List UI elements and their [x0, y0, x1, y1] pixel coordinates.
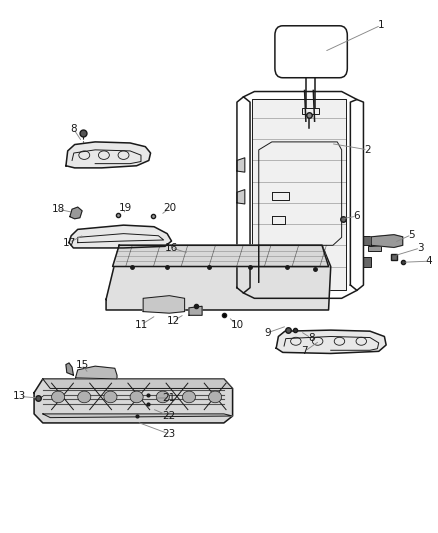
Ellipse shape	[51, 391, 64, 403]
Polygon shape	[34, 379, 232, 423]
Polygon shape	[237, 190, 244, 204]
Text: 16: 16	[165, 243, 178, 253]
Polygon shape	[276, 330, 385, 353]
Bar	[301, 108, 318, 114]
Text: 20: 20	[162, 203, 176, 213]
Text: 3: 3	[416, 243, 423, 253]
Polygon shape	[252, 100, 345, 290]
Polygon shape	[69, 225, 171, 248]
Text: 5: 5	[407, 230, 414, 240]
Text: 6: 6	[353, 211, 360, 221]
Text: 11: 11	[134, 320, 147, 330]
Polygon shape	[70, 207, 82, 219]
Text: 10: 10	[230, 320, 243, 330]
Ellipse shape	[130, 391, 143, 403]
Ellipse shape	[156, 391, 169, 403]
Polygon shape	[106, 245, 330, 310]
Polygon shape	[188, 306, 201, 316]
Polygon shape	[237, 158, 244, 172]
Polygon shape	[143, 296, 184, 313]
Ellipse shape	[104, 391, 117, 403]
Polygon shape	[75, 366, 117, 379]
Text: 4: 4	[424, 256, 431, 266]
Bar	[363, 257, 371, 266]
Text: 19: 19	[119, 203, 132, 213]
Text: 12: 12	[167, 316, 180, 326]
Text: 21: 21	[162, 393, 176, 403]
Polygon shape	[66, 142, 150, 168]
Polygon shape	[66, 363, 73, 375]
Text: 17: 17	[62, 238, 75, 248]
Polygon shape	[43, 414, 232, 418]
Text: 7: 7	[300, 346, 307, 357]
Text: 22: 22	[162, 411, 176, 421]
Text: 8: 8	[307, 333, 314, 343]
Text: 1: 1	[377, 20, 383, 30]
Polygon shape	[43, 379, 232, 389]
Text: 8: 8	[70, 124, 77, 134]
Text: 18: 18	[51, 204, 64, 214]
Polygon shape	[371, 235, 402, 247]
Text: 13: 13	[13, 391, 26, 401]
Ellipse shape	[78, 391, 91, 403]
Polygon shape	[113, 245, 328, 266]
Text: 23: 23	[162, 429, 176, 439]
Text: 9: 9	[264, 328, 270, 338]
Ellipse shape	[208, 391, 221, 403]
Text: 15: 15	[75, 360, 88, 369]
Ellipse shape	[182, 391, 195, 403]
Text: 2: 2	[364, 145, 370, 155]
Bar	[363, 236, 371, 245]
Bar	[367, 246, 380, 251]
